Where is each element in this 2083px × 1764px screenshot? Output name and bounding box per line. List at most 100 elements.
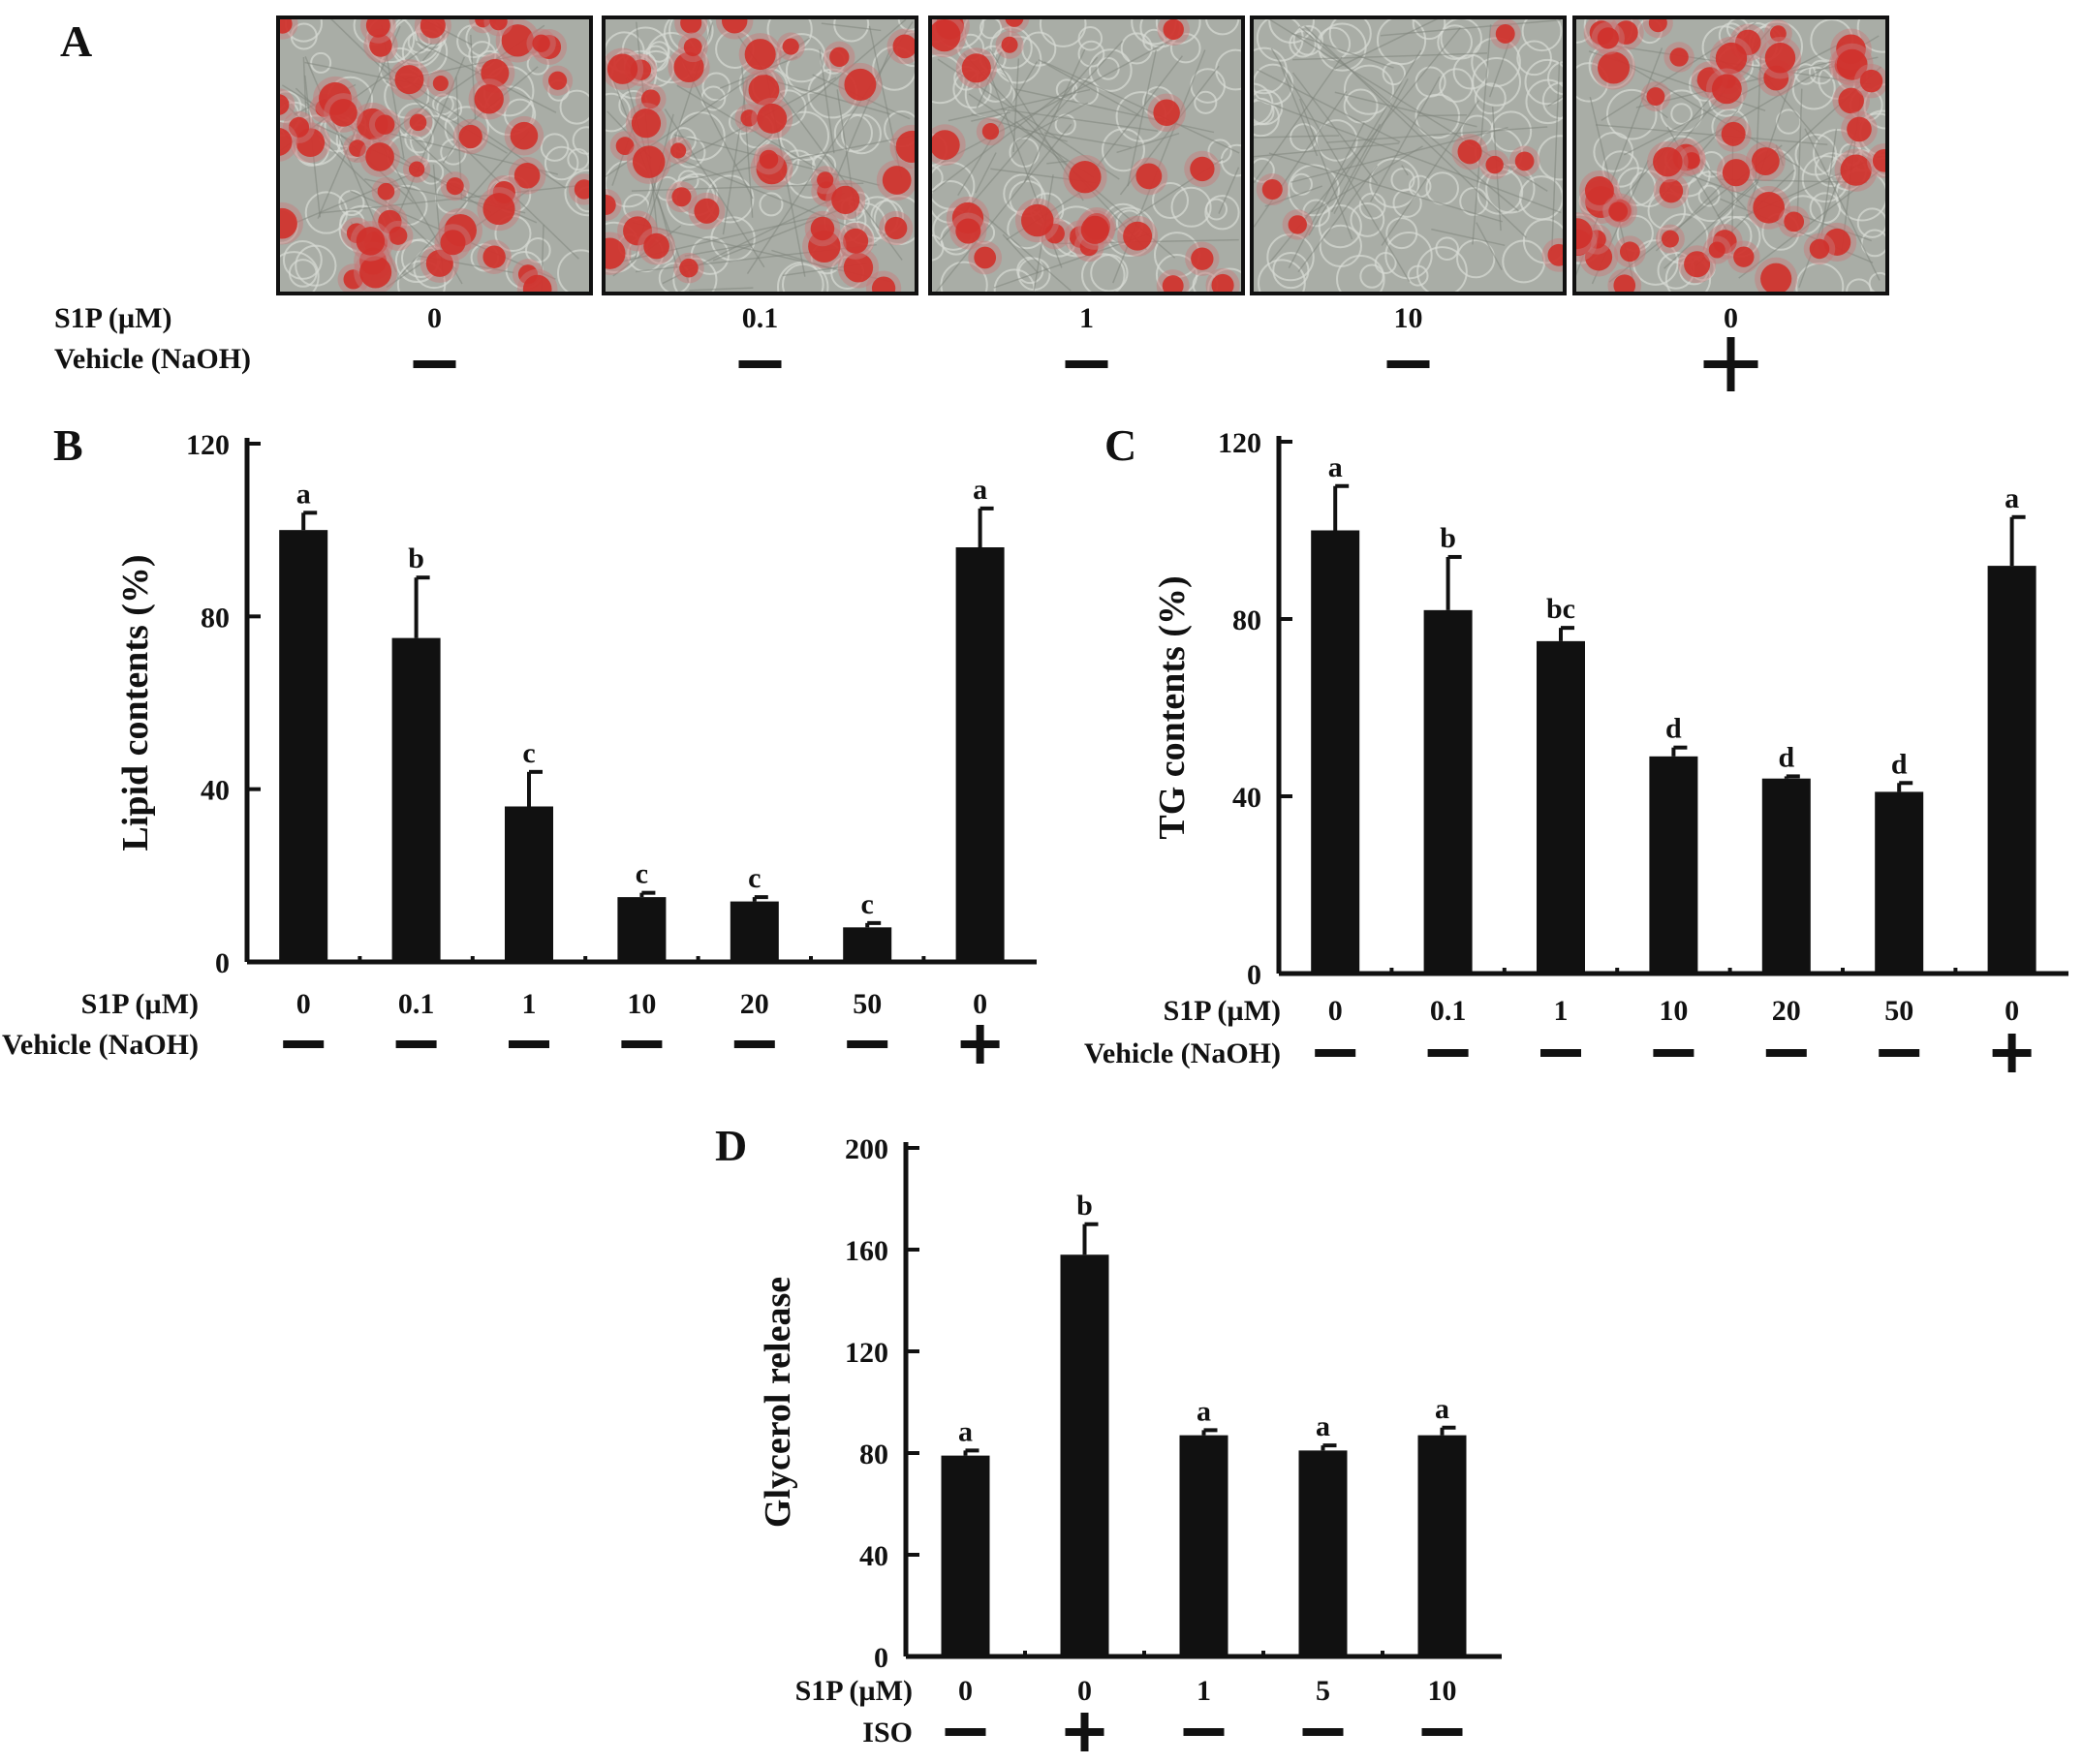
fibroblast-strand [1093, 55, 1184, 172]
y-tick-label: 120 [186, 429, 230, 461]
lipid-droplet [432, 75, 449, 92]
cell-outline [1290, 172, 1313, 196]
fibroblast-strand [1663, 181, 1759, 269]
bar [505, 806, 553, 962]
fibroblast-strand [741, 66, 754, 218]
lipid-droplet [1648, 17, 1667, 33]
cell-outline [1256, 17, 1304, 62]
cell-outline [1207, 267, 1243, 294]
x-tick-label: 10 [1428, 1675, 1457, 1707]
cell-outline [295, 244, 337, 287]
lipid-droplet [1646, 87, 1665, 107]
significance-label: c [748, 862, 761, 894]
lipid-droplet [1547, 243, 1565, 266]
lipid-droplet [394, 65, 424, 95]
cell-outline [304, 191, 349, 234]
fibroblast-strand [1002, 233, 1040, 274]
fibroblast-strand [1401, 165, 1409, 176]
panel-b-letter: B [53, 420, 83, 470]
lipid-droplet [1669, 47, 1689, 67]
fibroblast-strand [689, 287, 754, 292]
cell-outline [1521, 17, 1563, 52]
significance-label: b [1440, 522, 1456, 554]
lipid-droplet [1457, 139, 1482, 165]
lipid-droplet [930, 130, 960, 161]
cell-outline [930, 54, 965, 105]
lipid-droplet [721, 17, 748, 34]
s1p-dose-label: 0 [427, 302, 442, 334]
fibroblast-strand [1291, 32, 1394, 69]
cell-outline [1390, 168, 1415, 193]
x-tick-label: 0 [296, 988, 311, 1020]
lipid-droplet [974, 246, 997, 269]
fibroblast-strand [1334, 17, 1441, 71]
significance-label: a [973, 474, 987, 506]
cell-outline [989, 26, 1033, 70]
fibroblast-strand [1270, 47, 1411, 283]
y-tick-label: 40 [859, 1540, 888, 1572]
fibroblast-strand [1381, 100, 1479, 246]
significance-label: c [522, 737, 535, 769]
cell-outline [1194, 90, 1218, 114]
lipid-droplet [1021, 203, 1054, 237]
y-axis-label: TG contents (%) [1152, 575, 1193, 839]
lipid-droplet [389, 226, 408, 245]
fibroblast-strand [396, 130, 530, 280]
fibroblast-strand [1116, 132, 1180, 154]
lipid-droplet [1872, 149, 1887, 172]
cell-outline [1791, 66, 1836, 110]
fibroblast-strand [746, 21, 914, 274]
bar [1875, 791, 1924, 974]
cell-outline [1142, 28, 1166, 52]
lipid-droplet [288, 116, 310, 138]
lipid-droplet [349, 139, 366, 157]
cell-outline [1524, 58, 1565, 106]
cell-outline [524, 236, 551, 263]
row-label-s1p: S1P (µM) [81, 988, 199, 1020]
cell-outline [1808, 59, 1834, 85]
x-tick-label: 50 [853, 988, 882, 1020]
lipid-droplet [1514, 151, 1535, 171]
lipid-droplet [481, 58, 510, 87]
bar [730, 901, 779, 962]
fibroblast-strand [722, 80, 748, 235]
cell-outline [1439, 68, 1474, 103]
significance-label: b [408, 542, 424, 574]
y-axis-label: Lipid contents (%) [115, 554, 156, 851]
cell-outline [288, 259, 318, 288]
bar [617, 897, 667, 962]
bar [1649, 756, 1698, 974]
lipid-droplet [1163, 18, 1184, 41]
lipid-droplet [1683, 152, 1700, 170]
significance-label: c [861, 888, 874, 920]
fibroblast-strand [976, 51, 1003, 108]
cell-outline [1868, 271, 1887, 294]
fibroblast-strand [1023, 48, 1086, 183]
x-tick-label: 0 [973, 988, 987, 1020]
bar [1060, 1254, 1109, 1656]
lipid-droplet [1760, 263, 1792, 294]
fibroblast-strand [421, 31, 449, 62]
cell-outline [1336, 254, 1385, 294]
cell-outline [873, 195, 917, 246]
x-tick-label: 0 [2005, 995, 2019, 1027]
panel-a-row-label-vehicle: Vehicle (NaOH) [54, 343, 251, 375]
lipid-droplet [1753, 191, 1786, 224]
row-label-treatment: ISO [862, 1717, 913, 1749]
lipid-droplet [955, 218, 981, 244]
lipid-droplet [1733, 246, 1755, 267]
lipid-droplet [694, 198, 720, 224]
cell-outline [282, 240, 323, 280]
lipid-droplet [1661, 230, 1679, 248]
lipid-droplet [1653, 146, 1683, 177]
fibroblast-strand [1043, 132, 1132, 148]
cell-outline [1516, 40, 1552, 77]
lipid-droplet [782, 38, 799, 55]
bar [391, 637, 441, 962]
lipid-droplet [1838, 87, 1864, 114]
significance-label: a [1328, 451, 1343, 483]
lipid-droplet [1659, 178, 1684, 203]
vehicle-mark: + [1703, 337, 1758, 391]
y-axis-label: Glycerol release [758, 1277, 798, 1528]
